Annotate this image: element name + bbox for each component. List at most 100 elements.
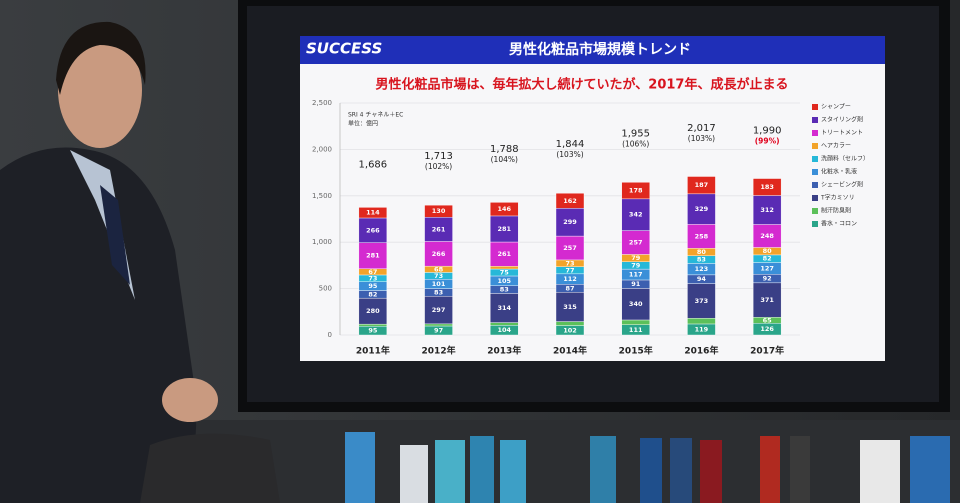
chair: [140, 433, 280, 503]
legend-swatch: [812, 208, 818, 214]
segment-label: 94: [697, 275, 707, 283]
bottle: [760, 436, 780, 503]
segment-label: 315: [563, 303, 577, 311]
legend-label: スタイリング剤: [821, 116, 863, 124]
slide-subtitle: 男性化粧品市場は、毎年拡大し続けていたが、2017年、成長が止まる: [376, 77, 789, 93]
segment-label: 83: [434, 288, 443, 296]
growth-label: (102%): [425, 162, 452, 171]
segment-label: 126: [760, 325, 774, 333]
bar-segment: [687, 318, 716, 325]
legend-label: シャンプー: [821, 104, 851, 111]
segment-label: 329: [695, 205, 709, 213]
y-tick-label: 0: [328, 331, 332, 339]
legend-swatch: [812, 104, 818, 110]
growth-label: (99%): [755, 136, 780, 145]
legend-label: T字カミソリ: [820, 194, 855, 202]
slide-header-bar: [300, 36, 885, 64]
bar-segment: [621, 319, 650, 325]
y-tick-label: 1,500: [312, 192, 332, 200]
segment-label: 82: [368, 290, 377, 298]
legend-swatch: [812, 130, 818, 136]
segment-label: 314: [497, 304, 511, 312]
segment-label: 281: [366, 252, 380, 260]
x-tick-label: 2014年: [553, 345, 587, 357]
segment-label: 266: [432, 250, 446, 258]
total-label: 2,017: [687, 123, 716, 134]
bar-segment: [555, 208, 585, 237]
segment-label: 266: [366, 226, 380, 234]
bar-segment: [358, 217, 388, 243]
bottle: [400, 445, 428, 503]
bottle: [590, 436, 616, 503]
segment-label: 340: [629, 300, 643, 308]
presenter-hands: [162, 378, 218, 422]
presenter-tie: [100, 185, 130, 285]
legend-swatch: [812, 156, 818, 162]
bar-segment: [490, 266, 519, 270]
segment-label: 79: [631, 261, 641, 269]
total-label: 1,955: [621, 129, 650, 140]
bottle: [345, 432, 375, 503]
bar-segment: [490, 322, 519, 326]
x-tick-label: 2012年: [422, 345, 456, 357]
presenter-suit: [0, 147, 197, 503]
box: [860, 440, 900, 503]
presenter-shirt: [70, 150, 135, 300]
segment-label: 67: [368, 268, 377, 276]
total-label: 1,788: [490, 144, 519, 155]
growth-label: (103%): [688, 134, 715, 143]
segment-label: 105: [497, 277, 511, 285]
legend-swatch: [812, 117, 818, 123]
bar-segment: [490, 215, 519, 243]
segment-label: 65: [763, 316, 773, 324]
segment-label: 73: [368, 274, 377, 282]
slide-title: 男性化粧品市場規模トレンド: [509, 41, 691, 58]
segment-label: 130: [432, 207, 446, 215]
bottle: [790, 436, 810, 503]
source-note: SRI 4 チャネル＋EC: [348, 112, 403, 119]
bar-segment: [424, 204, 453, 218]
legend-swatch: [812, 169, 818, 175]
legend-label: ヘアカラー: [821, 143, 851, 150]
legend-label: 洗顔料（セルフ）: [821, 155, 869, 163]
legend-label: 制汗防臭剤: [821, 207, 851, 215]
bar-segment: [424, 217, 453, 242]
segment-label: 73: [434, 272, 443, 280]
bar-segment: [424, 241, 453, 267]
segment-label: 97: [434, 326, 443, 334]
y-tick-label: 1,000: [312, 238, 332, 246]
segment-label: 373: [695, 297, 709, 305]
segment-label: 104: [497, 326, 511, 334]
bar-segment: [490, 202, 519, 217]
bar-segment: [687, 176, 716, 195]
growth-label: (103%): [556, 150, 583, 159]
segment-label: 75: [500, 268, 510, 276]
bar-segment: [424, 296, 453, 325]
segment-label: 92: [763, 275, 772, 283]
segment-label: 95: [368, 282, 378, 290]
legend-label: トリートメント: [821, 130, 863, 137]
segment-label: 111: [629, 326, 643, 334]
segment-label: 112: [563, 275, 577, 283]
segment-label: 83: [500, 286, 509, 294]
segment-label: 183: [760, 183, 774, 191]
segment-label: 280: [366, 307, 380, 315]
segment-label: 83: [697, 256, 706, 264]
segment-label: 281: [497, 225, 511, 233]
bar-segment: [687, 193, 716, 225]
slide-logo: SUCCESS: [306, 40, 382, 58]
segment-label: 248: [760, 232, 774, 240]
segment-label: 127: [760, 264, 774, 272]
x-tick-label: 2011年: [356, 345, 390, 357]
x-tick-label: 2013年: [487, 345, 521, 357]
segment-label: 87: [565, 284, 574, 292]
y-tick-label: 2,000: [312, 145, 332, 153]
segment-label: 114: [366, 209, 380, 217]
box: [910, 436, 950, 503]
bar-segment: [358, 242, 388, 269]
bar-segment: [358, 207, 388, 219]
segment-label: 297: [432, 306, 446, 314]
product-bottles: [345, 432, 950, 503]
segment-label: 80: [763, 247, 773, 255]
segment-label: 371: [760, 296, 774, 304]
